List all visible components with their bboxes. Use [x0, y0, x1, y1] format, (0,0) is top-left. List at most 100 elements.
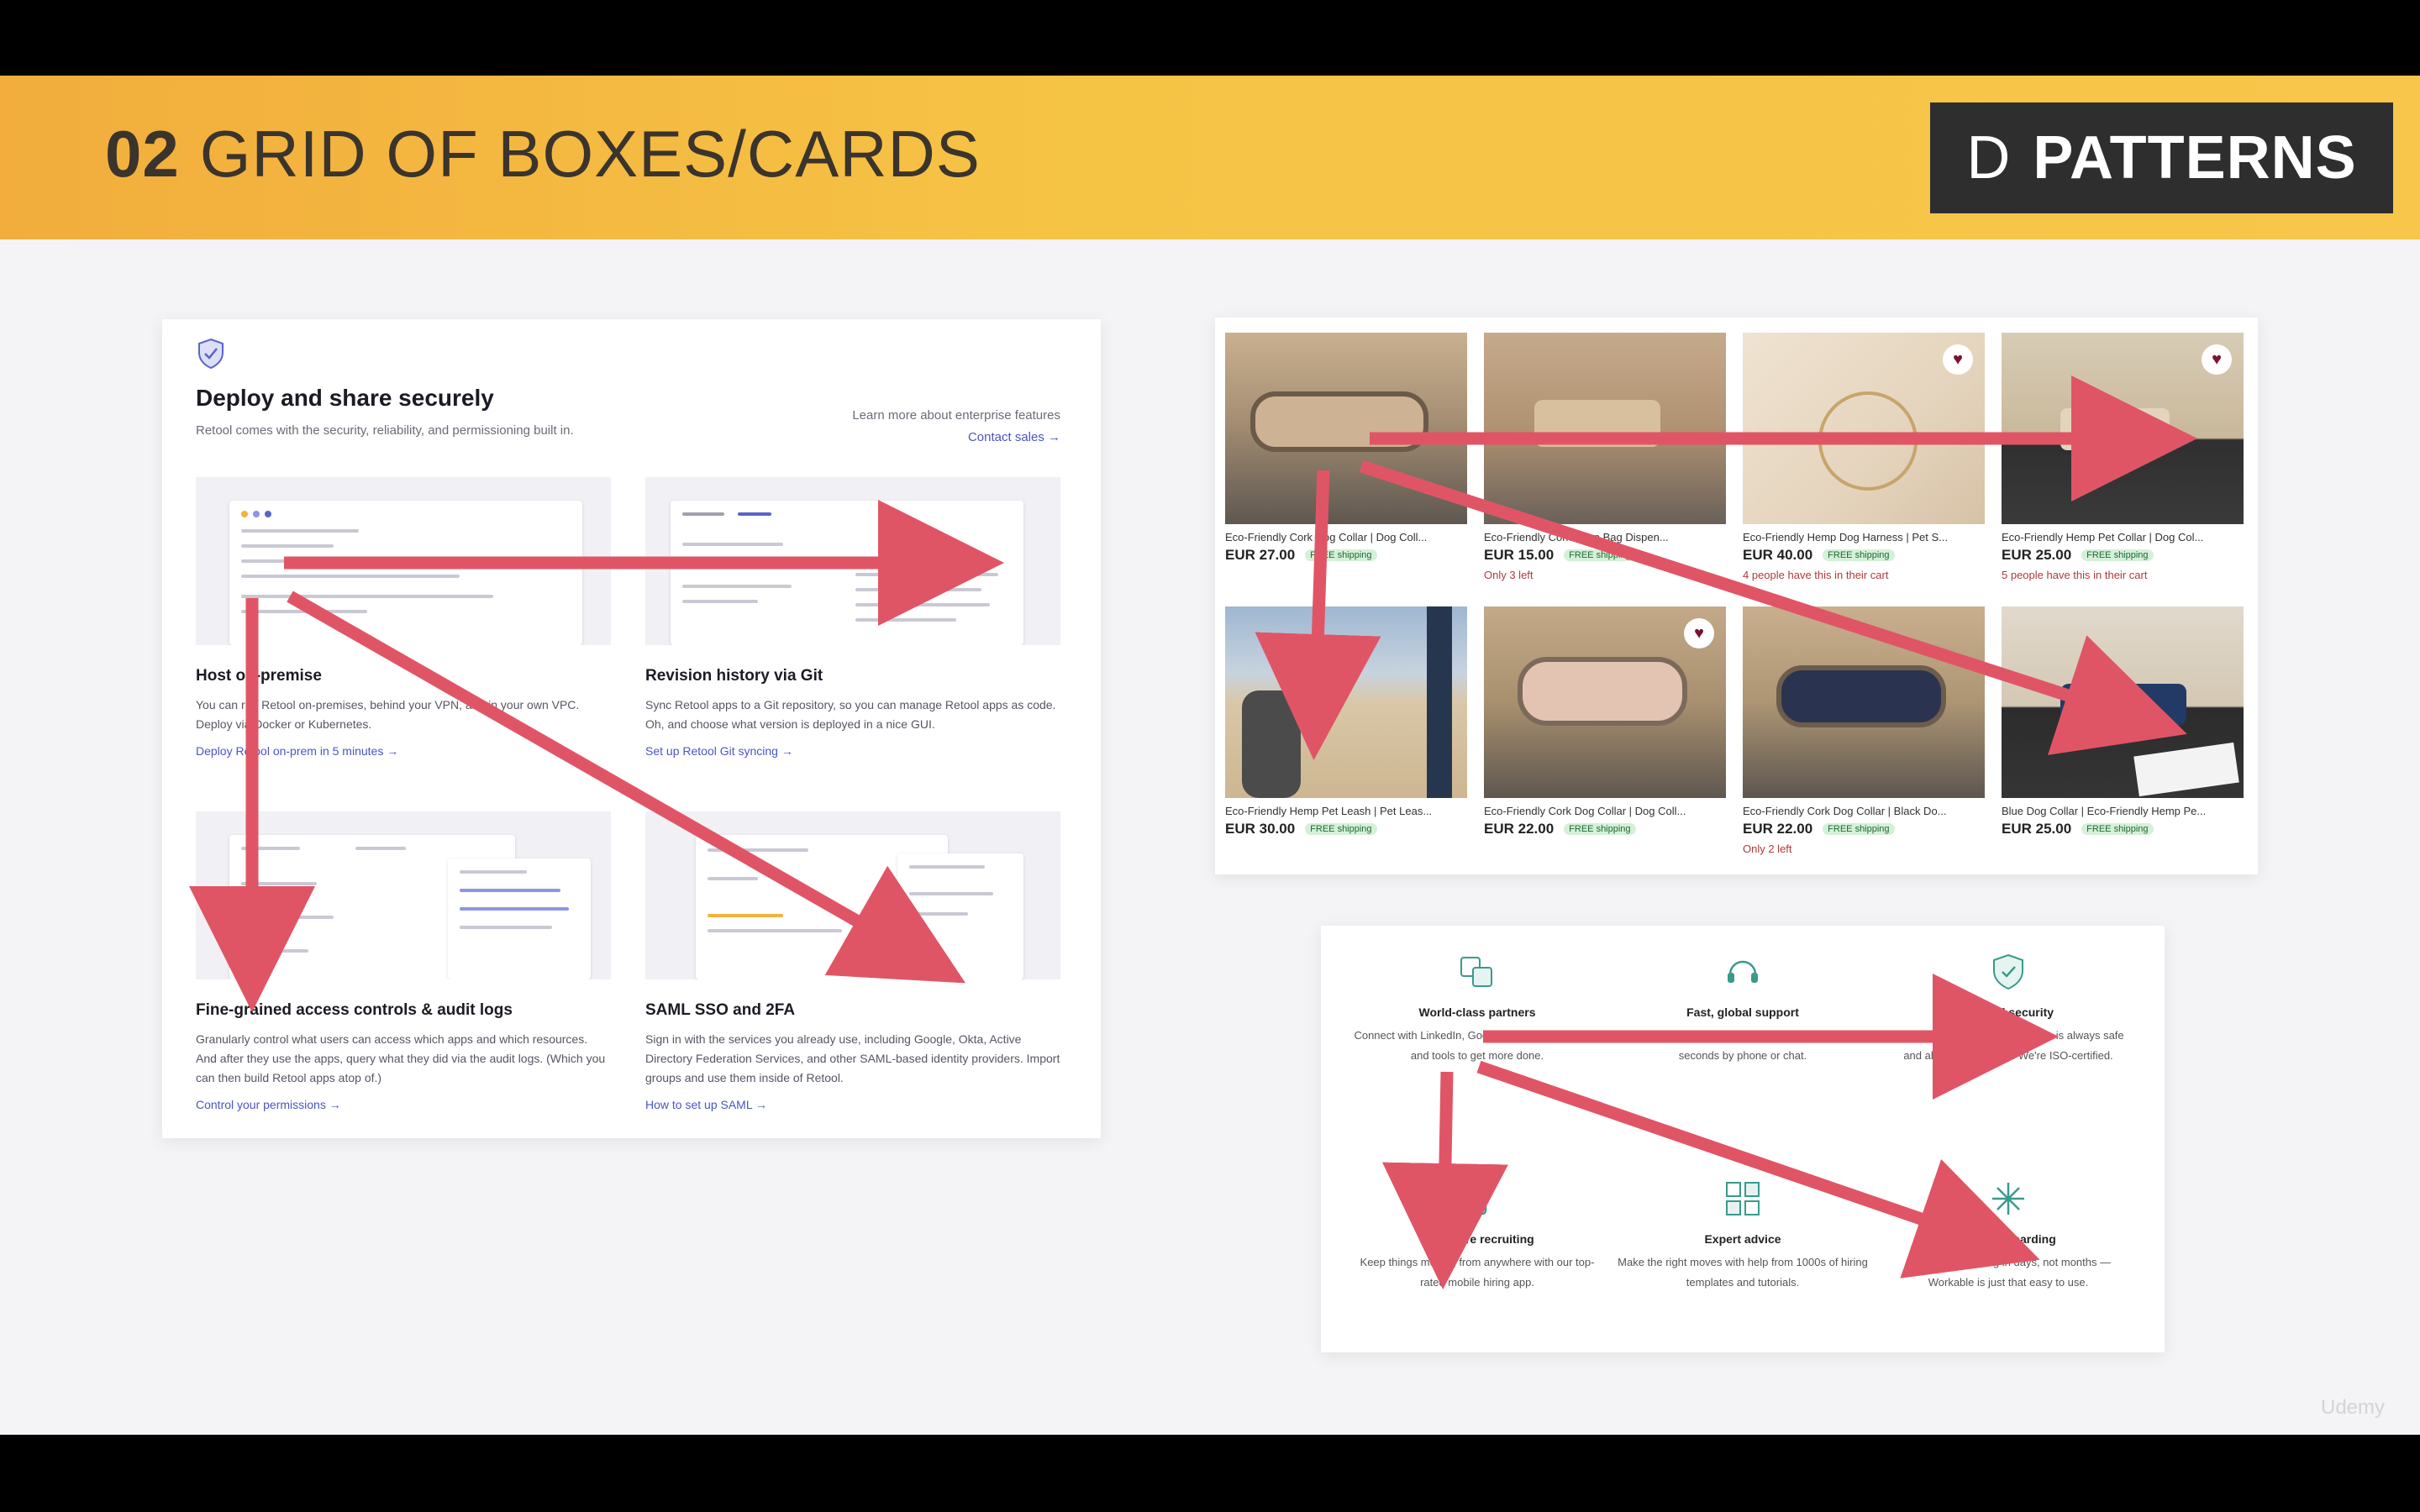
letterbox-top: [0, 0, 2420, 76]
free-shipping-badge: FREE shipping: [1564, 549, 1636, 561]
product-card[interactable]: ♥ Eco-Friendly Hemp Dog Harness | Pet S.…: [1743, 333, 1985, 581]
feature-title: Fine-grained access controls & audit log…: [196, 1001, 513, 1019]
product-note: 4 people have this in their cart: [1743, 569, 1889, 581]
contact-sales-link[interactable]: Contact sales →: [967, 430, 1060, 444]
product-image: [1484, 333, 1726, 524]
free-shipping-badge: FREE shipping: [1305, 823, 1377, 835]
benefits-grid-panel: World-class partners Connect with Linked…: [1321, 926, 2165, 1352]
slide-number: 02: [105, 117, 180, 191]
product-price: EUR 15.00: [1484, 547, 1555, 563]
letterbox-bottom: [0, 1435, 2420, 1512]
product-grid-panel: Eco-Friendly Cork Dog Collar | Dog Coll.…: [1215, 318, 2258, 874]
product-card[interactable]: ♥ Eco-Friendly Cork Dog Collar | Dog Col…: [1484, 606, 1726, 843]
free-shipping-badge: FREE shipping: [1823, 823, 1895, 835]
benefit-description: Sleep soundly knowing your data is alway…: [1892, 1029, 2124, 1062]
benefit-description: Make the right moves with help from 1000…: [1618, 1256, 1868, 1289]
free-shipping-badge: FREE shipping: [2081, 823, 2154, 835]
product-image: ♥: [2002, 333, 2244, 524]
brand-logo: D PATTERNS: [1930, 102, 2393, 213]
product-name: Eco-Friendly Hemp Pet Collar | Dog Col..…: [2002, 531, 2204, 543]
product-price: EUR 30.00: [1225, 821, 1296, 837]
feature-link[interactable]: Deploy Retool on-prem in 5 minutes →: [196, 744, 399, 758]
product-card[interactable]: Eco-Friendly Cork Poop Bag Dispen... EUR…: [1484, 333, 1726, 581]
feature-link[interactable]: Control your permissions →: [196, 1098, 341, 1111]
slide-title: 02 GRID OF BOXES/CARDS: [105, 116, 981, 192]
product-card[interactable]: Eco-Friendly Cork Dog Collar | Dog Coll.…: [1225, 333, 1467, 569]
feature-screenshot: [196, 811, 611, 979]
product-price: EUR 25.00: [2002, 821, 2072, 837]
product-price: EUR 25.00: [2002, 547, 2072, 563]
product-image: [1225, 606, 1467, 798]
feature-description: You can run Retool on-premises, behind y…: [196, 698, 580, 731]
benefit-title: Trusted security: [1962, 1005, 2054, 1019]
section-subtitle: Retool comes with the security, reliabil…: [196, 423, 574, 438]
phone-icon: [1467, 1180, 1487, 1215]
benefit-description: Keep things moving from anywhere with ou…: [1360, 1256, 1595, 1289]
benefit-item: Fast, global support Reach our award-win…: [1617, 951, 1869, 1066]
benefit-description: Reach our award-winning support team in …: [1618, 1029, 1867, 1062]
benefit-item: Expert advice Make the right moves with …: [1617, 1178, 1869, 1293]
section-title: Deploy and share securely: [196, 385, 494, 411]
product-image: [1743, 606, 1985, 798]
product-image: ♥: [1484, 606, 1726, 798]
udemy-watermark: Udemy: [2321, 1396, 2386, 1419]
product-card[interactable]: ♥ Eco-Friendly Hemp Pet Collar | Dog Col…: [2002, 333, 2244, 581]
product-price: EUR 40.00: [1743, 547, 1813, 563]
product-price: EUR 22.00: [1484, 821, 1555, 837]
favorite-heart-icon[interactable]: ♥: [1684, 618, 1714, 648]
product-image: ♥: [1743, 333, 1985, 524]
feature-description: Granularly control what users can access…: [196, 1032, 606, 1084]
feature-card: Host on-premise You can run Retool on-pr…: [196, 477, 611, 758]
feature-screenshot: [196, 477, 611, 645]
feature-screenshot: [645, 811, 1060, 979]
feature-title: Revision history via Git: [645, 667, 823, 685]
benefit-description: Get up and running in days, not months —…: [1905, 1256, 2112, 1289]
product-note: Only 3 left: [1484, 569, 1534, 581]
shield-icon: [198, 338, 224, 370]
product-card[interactable]: Eco-Friendly Hemp Pet Leash | Pet Leas..…: [1225, 606, 1467, 843]
benefit-title: Easy onboarding: [1960, 1232, 2056, 1246]
feature-description: Sign in with the services you already us…: [645, 1032, 1060, 1084]
product-name: Eco-Friendly Cork Dog Collar | Black Do.…: [1743, 805, 1947, 817]
templates-icon: [1726, 1182, 1760, 1215]
sparkle-icon: [1992, 1183, 2024, 1215]
product-note: Only 2 left: [1743, 843, 1792, 855]
benefit-description: Connect with LinkedIn, Google and 70+ ot…: [1354, 1029, 1601, 1062]
learn-more-text: Learn more about enterprise features: [852, 408, 1060, 423]
favorite-heart-icon[interactable]: ♥: [1943, 344, 1973, 375]
feature-grid-panel: Deploy and share securely Retool comes w…: [162, 319, 1101, 1138]
favorite-heart-icon[interactable]: ♥: [2202, 344, 2232, 375]
product-name: Eco-Friendly Cork Dog Collar | Dog Coll.…: [1225, 531, 1428, 543]
product-price: EUR 27.00: [1225, 547, 1296, 563]
logo-letter: D: [1966, 124, 2012, 192]
feature-title: SAML SSO and 2FA: [645, 1001, 796, 1019]
headset-icon: [1728, 960, 1758, 983]
benefit-title: Anywhere recruiting: [1420, 1232, 1534, 1246]
product-name: Eco-Friendly Cork Poop Bag Dispen...: [1484, 531, 1669, 543]
benefit-title: Fast, global support: [1686, 1005, 1799, 1019]
benefit-item: World-class partners Connect with Linked…: [1351, 951, 1603, 1066]
product-price: EUR 22.00: [1743, 821, 1813, 837]
benefit-item: Trusted security Sleep soundly knowing y…: [1882, 951, 2134, 1066]
free-shipping-badge: FREE shipping: [1564, 823, 1636, 835]
benefit-item: Easy onboarding Get up and running in da…: [1882, 1178, 2134, 1293]
product-card[interactable]: Blue Dog Collar | Eco-Friendly Hemp Pe..…: [2002, 606, 2244, 843]
free-shipping-badge: FREE shipping: [1305, 549, 1377, 561]
benefit-title: World-class partners: [1418, 1005, 1536, 1019]
benefit-item: Anywhere recruiting Keep things moving f…: [1351, 1178, 1603, 1293]
feature-link[interactable]: How to set up SAML →: [645, 1098, 767, 1111]
product-name: Blue Dog Collar | Eco-Friendly Hemp Pe..…: [2002, 805, 2207, 817]
feature-card: Fine-grained access controls & audit log…: [196, 811, 611, 1111]
product-name: Eco-Friendly Hemp Dog Harness | Pet S...: [1743, 531, 1948, 543]
feature-title: Host on-premise: [196, 667, 322, 685]
product-card[interactable]: Eco-Friendly Cork Dog Collar | Black Do.…: [1743, 606, 1985, 855]
feature-card: Revision history via Git Sync Retool app…: [645, 477, 1060, 758]
feature-link[interactable]: Set up Retool Git syncing →: [645, 744, 793, 758]
shield-icon: [1993, 953, 2023, 990]
feature-description: Sync Retool apps to a Git repository, so…: [645, 698, 1056, 731]
feature-screenshot: [645, 477, 1060, 645]
feature-card: SAML SSO and 2FA Sign in with the servic…: [645, 811, 1060, 1111]
free-shipping-badge: FREE shipping: [2081, 549, 2154, 561]
product-image: [1225, 333, 1467, 524]
